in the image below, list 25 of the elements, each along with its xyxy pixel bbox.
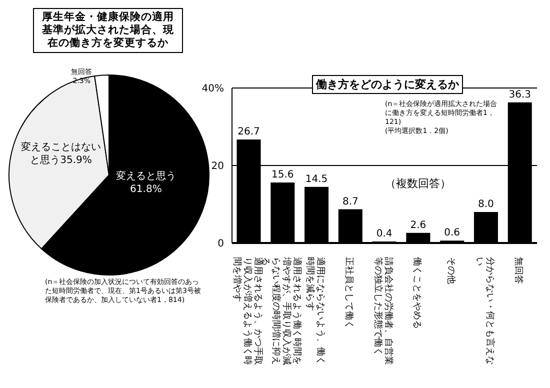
data-label: 0.4: [376, 228, 392, 240]
data-label: 8.7: [342, 196, 358, 208]
chart-title: 厚生年金・健康保険の適用基準が拡大された場合、現在の働き方を変更するか: [33, 8, 183, 53]
data-label: 26.7: [238, 126, 260, 138]
data-label: 36.3: [508, 89, 531, 100]
slice-label: 変えると思う: [116, 171, 176, 182]
x-tick-label: 請負会社の労働者、自営業等の独立した形態で働く: [372, 257, 394, 365]
chart-title: 働き方をどのように変えるか: [312, 75, 463, 94]
data-label: 0.6: [444, 228, 460, 239]
data-label: 15.6: [272, 170, 294, 181]
y-tick-label: 0: [218, 238, 224, 250]
data-label: 61.8%: [130, 184, 162, 196]
y-tick-label: 40%: [202, 84, 224, 95]
y-tick-label: 20: [211, 161, 224, 172]
x-tick-label: 無回答: [513, 257, 524, 284]
data-label: 2.6: [410, 220, 426, 231]
x-tick-label: 適用にならないよう、働く時間を減らす: [304, 257, 326, 365]
x-tick-label: 働くことをやめる: [411, 257, 422, 329]
x-tick-label: 正社員として働く: [344, 257, 355, 329]
x-tick-label: 分からない・何とも言えない: [474, 257, 496, 365]
data-label: 14.5: [305, 174, 328, 185]
annotation: （複数回答）: [385, 176, 451, 191]
x-tick-label: その他: [445, 257, 456, 284]
data-label: 35.9%: [60, 154, 92, 166]
data-label: 8.0: [478, 199, 494, 210]
